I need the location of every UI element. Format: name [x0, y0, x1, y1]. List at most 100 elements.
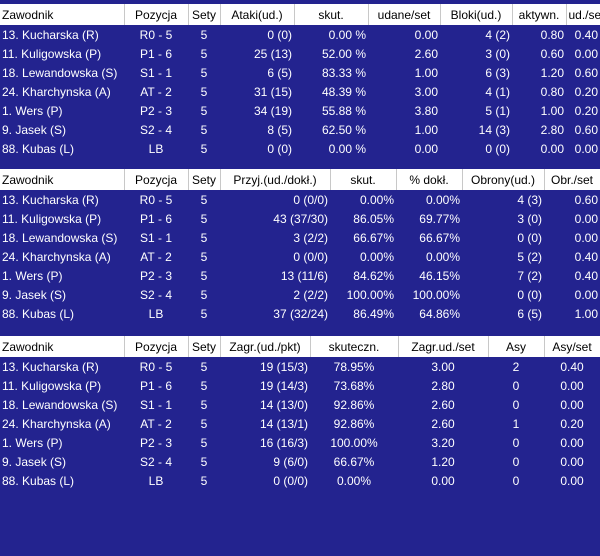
table-cell: 5 — [200, 84, 208, 99]
table-cell: 9. Jasek (S) — [2, 287, 67, 302]
column-header[interactable]: Sety — [188, 336, 221, 357]
table-cell: 48.39 % — [321, 84, 366, 99]
column-header[interactable]: ud./se — [566, 4, 600, 25]
table-cell: 0.00 — [574, 287, 598, 302]
table-cell: 2 — [512, 359, 520, 374]
table-cell: S2 - 4 — [139, 454, 172, 469]
column-header[interactable]: Pozycja — [124, 169, 189, 190]
table-cell: 14 (13/1) — [259, 416, 308, 431]
table-cell: 1.00 — [574, 306, 598, 321]
table-cell: 6 (3) — [485, 65, 510, 80]
table-cell: 0.40 — [574, 27, 598, 42]
table-row: 88. Kubas (L) LB 5 37 (32/24) 86.49% 64.86% 6 … — [0, 304, 600, 323]
table-row: 11. Kuligowska (P) P1 - 6 5 19 (14/3) 73.68%… — [0, 376, 600, 395]
column-header[interactable]: % dokł. — [396, 169, 463, 190]
table-row: 11. Kuligowska (P) P1 - 6 5 25 (13) 52.00 % 2… — [0, 44, 600, 63]
table-cell: 3.80 — [414, 103, 438, 118]
table-cell: 5 — [200, 211, 208, 226]
table-cell: 3.00 — [431, 359, 455, 374]
table-row: 24. Kharchynska (A) AT - 2 5 14 (13/1) 92.86… — [0, 414, 600, 433]
table-cell: 0 (0/0) — [273, 473, 308, 488]
table-cell: 0.00 — [560, 378, 584, 393]
table-cell: 5 (2) — [517, 249, 542, 264]
table-cell: 7 (2) — [517, 268, 542, 283]
table-row: 88. Kubas (L) LB 5 0 (0) 0.00 % 0.00 0 (0) 0.00… — [0, 139, 600, 158]
column-header[interactable]: Obr./set — [544, 169, 600, 190]
column-header[interactable]: Sety — [188, 4, 221, 25]
table-cell: P2 - 3 — [139, 103, 172, 118]
table-row: 1. Wers (P) P2 - 3 5 34 (19) 55.88 % 3.80 5 (1… — [0, 101, 600, 120]
table-cell: 62.50 % — [321, 122, 366, 137]
column-header[interactable]: skuteczn. — [310, 336, 399, 357]
table-cell: AT - 2 — [140, 84, 172, 99]
column-header[interactable]: Zagr.(ud./pkt) — [220, 336, 311, 357]
table-cell: 13. Kucharska (R) — [2, 192, 99, 207]
table-cell: 13. Kucharska (R) — [2, 359, 99, 374]
column-header[interactable]: Zawodnik — [0, 336, 125, 357]
table-cell: 69.77% — [419, 211, 460, 226]
table-cell: 4 (3) — [517, 192, 542, 207]
table-cell: 5 — [200, 268, 208, 283]
table-cell: 0 — [512, 397, 520, 412]
column-header[interactable]: skut. — [294, 4, 369, 25]
table-cell: 2.60 — [414, 46, 438, 61]
table-cell: 5 — [200, 249, 208, 264]
table-row: 9. Jasek (S) S2 - 4 5 8 (5) 62.50 % 1.00 14 (3… — [0, 120, 600, 139]
table-cell: 24. Kharchynska (A) — [2, 416, 111, 431]
table-cell: S1 - 1 — [139, 65, 172, 80]
table-cell: 92.86% — [333, 397, 375, 412]
table-row: 11. Kuligowska (P) P1 - 6 5 43 (37/30) 86.05… — [0, 209, 600, 228]
table-cell: P2 - 3 — [139, 268, 172, 283]
table-cell: 9. Jasek (S) — [2, 122, 67, 137]
table-cell: 37 (32/24) — [273, 306, 328, 321]
table-cell: 5 — [200, 473, 208, 488]
table-cell: 24. Kharchynska (A) — [2, 84, 111, 99]
column-header[interactable]: Zawodnik — [0, 169, 125, 190]
table-cell: S1 - 1 — [139, 230, 172, 245]
table-cell: 3.00 — [414, 84, 438, 99]
table-cell: P2 - 3 — [139, 435, 172, 450]
column-header[interactable]: aktywn. — [512, 4, 567, 25]
header-row: Zawodnik Pozycja Sety Zagr.(ud./pkt) skutecz… — [0, 336, 600, 357]
column-header[interactable]: Bloki(ud.) — [440, 4, 513, 25]
table-cell: 0.60 — [574, 192, 598, 207]
table-cell: 19 (15/3) — [259, 359, 308, 374]
column-header[interactable]: Asy/set — [544, 336, 600, 357]
table-cell: 13. Kucharska (R) — [2, 27, 99, 42]
table-cell: 5 — [200, 122, 208, 137]
column-header[interactable]: Sety — [188, 169, 221, 190]
table-cell: AT - 2 — [140, 249, 172, 264]
table-cell: 11. Kuligowska (P) — [2, 46, 102, 61]
column-header[interactable]: Przyj.(ud./dokł.) — [220, 169, 331, 190]
column-header[interactable]: skut. — [330, 169, 397, 190]
table-cell: 34 (19) — [253, 103, 292, 118]
header-row: Zawodnik Pozycja Sety Ataki(ud.) skut. udane/… — [0, 4, 600, 25]
table-cell: 0.20 — [574, 103, 598, 118]
column-header[interactable]: Obrony(ud.) — [462, 169, 545, 190]
attack-table: Zawodnik Pozycja Sety Ataki(ud.) skut. udane/… — [0, 4, 600, 158]
table-row: 13. Kucharska (R) R0 - 5 5 0 (0) 0.00 % 0.00 4… — [0, 25, 600, 44]
column-header[interactable]: Ataki(ud.) — [220, 4, 295, 25]
column-header[interactable]: Pozycja — [124, 4, 189, 25]
table-cell: 0.00 % — [328, 141, 366, 156]
column-header[interactable]: Zagr.ud./set — [398, 336, 489, 357]
table-cell: 3 (2/2) — [293, 230, 328, 245]
table-cell: 0.00 — [574, 230, 598, 245]
table-cell: 84.62% — [353, 268, 394, 283]
table-cell: 13 (11/6) — [280, 268, 328, 283]
table-cell: 0.00 — [574, 211, 598, 226]
table-cell: 18. Lewandowska (S) — [2, 65, 118, 80]
table-cell: R0 - 5 — [139, 27, 173, 42]
table-cell: 5 — [200, 103, 208, 118]
table-cell: 24. Kharchynska (A) — [2, 249, 111, 264]
column-header[interactable]: udane/set — [368, 4, 441, 25]
table-cell: 0.00% — [359, 192, 394, 207]
column-header[interactable]: Zawodnik — [0, 4, 125, 25]
table-cell: 8 (5) — [267, 122, 292, 137]
table-cell: S2 - 4 — [139, 287, 172, 302]
column-header[interactable]: Asy — [488, 336, 545, 357]
table-cell: 100.00% — [330, 435, 378, 450]
table-cell: 0.20 — [574, 84, 598, 99]
column-header[interactable]: Pozycja — [124, 336, 189, 357]
table-cell: 0 (0/0) — [293, 249, 328, 264]
